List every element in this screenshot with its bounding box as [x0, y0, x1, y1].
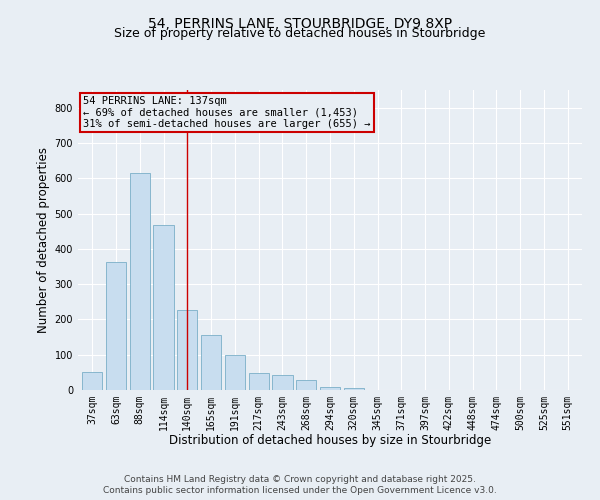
Bar — [248, 374, 269, 390]
Bar — [344, 388, 364, 390]
Bar — [225, 354, 245, 390]
X-axis label: Distribution of detached houses by size in Stourbridge: Distribution of detached houses by size … — [169, 434, 491, 448]
Bar — [296, 380, 316, 390]
Bar — [320, 387, 340, 390]
Bar — [82, 372, 103, 390]
Text: Contains public sector information licensed under the Open Government Licence v3: Contains public sector information licen… — [103, 486, 497, 495]
Bar — [130, 174, 150, 390]
Y-axis label: Number of detached properties: Number of detached properties — [37, 147, 50, 333]
Bar — [154, 225, 173, 390]
Bar — [177, 310, 197, 390]
Text: Contains HM Land Registry data © Crown copyright and database right 2025.: Contains HM Land Registry data © Crown c… — [124, 475, 476, 484]
Bar — [272, 375, 293, 390]
Text: 54 PERRINS LANE: 137sqm
← 69% of detached houses are smaller (1,453)
31% of semi: 54 PERRINS LANE: 137sqm ← 69% of detache… — [83, 96, 371, 129]
Text: 54, PERRINS LANE, STOURBRIDGE, DY9 8XP: 54, PERRINS LANE, STOURBRIDGE, DY9 8XP — [148, 18, 452, 32]
Text: Size of property relative to detached houses in Stourbridge: Size of property relative to detached ho… — [115, 28, 485, 40]
Bar — [106, 262, 126, 390]
Bar — [201, 336, 221, 390]
